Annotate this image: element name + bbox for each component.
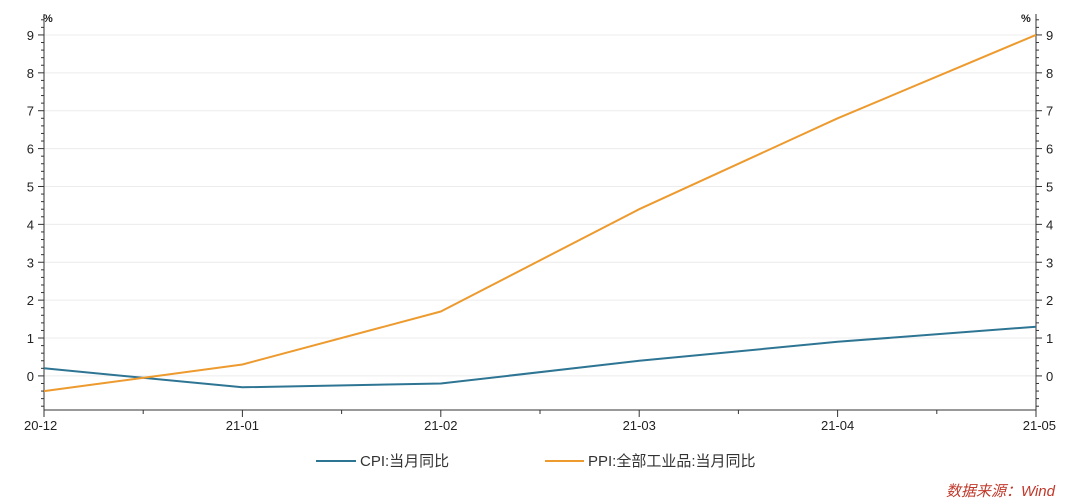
x-tick-label: 21-03 [623,418,656,433]
left-tick-label: 9 [27,28,34,43]
left-tick-label: 2 [27,293,34,308]
left-tick-label: 3 [27,255,34,270]
legend-label-cpi: CPI:当月同比 [360,453,449,470]
axes [43,14,1037,411]
series-line-cpi [43,325,1037,389]
left-tick-label: 6 [27,142,34,157]
x-tick-label: 21-05 [1023,418,1056,433]
left-tick-label: 7 [27,104,34,119]
legend: CPI:当月同比 PPI:全部工业品:当月同比 [316,452,756,470]
left-tick-label: 0 [27,369,34,384]
left-tick-label: 5 [27,179,34,194]
right-tick-label: 0 [1046,369,1053,384]
right-tick-label: 3 [1046,255,1053,270]
x-tick-label: 21-01 [226,418,259,433]
right-tick-label: 6 [1046,142,1053,157]
grid-lines [44,34,1036,377]
right-axis-ticks: 0 1 2 3 4 5 6 7 8 9 [1036,19,1053,407]
left-axis-unit: % [43,13,53,25]
left-tick-label: 8 [27,66,34,81]
right-tick-label: 4 [1046,217,1053,232]
x-tick-label: 20-12 [24,418,57,433]
right-tick-label: 2 [1046,293,1053,308]
right-tick-label: 9 [1046,28,1053,43]
left-tick-label: 4 [27,217,34,232]
series-line-ppi [43,33,1037,393]
x-tick-label: 21-02 [424,418,457,433]
right-tick-label: 7 [1046,104,1053,119]
source-note: 数据来源：Wind [946,483,1056,500]
right-axis-unit: % [1021,13,1031,25]
x-tick-label: 21-04 [821,418,854,433]
right-tick-label: 1 [1046,331,1053,346]
left-tick-label: 1 [27,331,34,346]
legend-label-ppi: PPI:全部工业品:当月同比 [588,452,756,470]
series-lines [43,33,1037,393]
x-axis-ticks: 20-12 21-01 21-02 21-03 21-04 21-05 [24,410,1056,433]
left-axis-ticks: 0 1 2 3 4 5 6 7 8 9 [27,19,44,407]
right-tick-label: 5 [1046,179,1053,194]
right-tick-label: 8 [1046,66,1053,81]
